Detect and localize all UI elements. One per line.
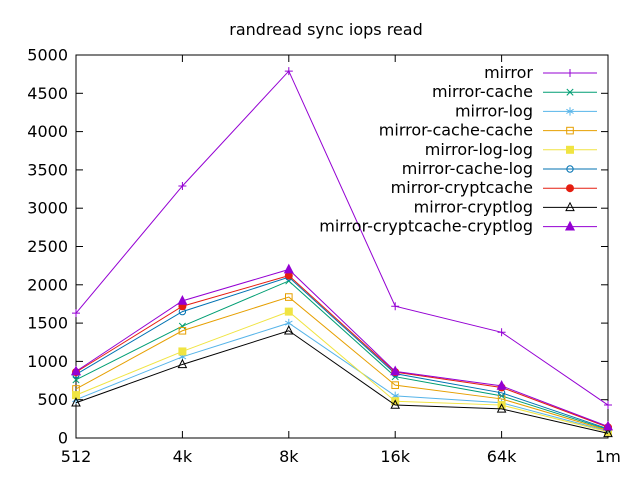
y-tick-label: 5000 (27, 46, 68, 65)
y-tick-label: 1500 (27, 314, 68, 333)
series-marker-mirror-cryptlog (390, 399, 401, 409)
y-tick-label: 4000 (27, 122, 68, 141)
legend-label-mirror-cryptlog: mirror-cryptlog (414, 197, 533, 216)
legend-label-mirror: mirror (484, 63, 533, 82)
x-tick-label: 8k (279, 447, 299, 466)
legend-marker-mirror-cryptcache (566, 184, 574, 193)
x-tick-label: 512 (61, 447, 92, 466)
series-marker-mirror (497, 328, 506, 337)
series-line-mirror-cache-log (75, 276, 609, 430)
legend-marker-mirror-log-log (566, 145, 574, 154)
series-marker-mirror-cryptcache-cryptlog (70, 365, 82, 376)
series-marker-mirror-log-log (284, 307, 293, 316)
series-marker-mirror-cryptcache-cryptlog (390, 365, 401, 376)
y-tick-label: 1000 (27, 352, 68, 371)
series-marker-mirror (178, 181, 187, 190)
legend-marker-mirror-log (566, 107, 574, 116)
series-line-mirror (75, 70, 609, 406)
series-line-mirror-cache-cache (75, 296, 609, 431)
legend-label-mirror-log: mirror-log (455, 101, 533, 120)
series-marker-mirror-cryptcache-cryptlog (602, 420, 614, 431)
legend-marker-mirror-cryptlog (565, 201, 575, 212)
series-marker-mirror (284, 67, 293, 76)
series-marker-mirror-cache-cache (178, 326, 187, 335)
series-marker-mirror-cryptlog (283, 325, 294, 335)
y-tick-label: 2500 (27, 237, 68, 256)
legend-marker-mirror-cache (566, 88, 574, 96)
series-marker-mirror-cache-cache (285, 293, 293, 301)
legend-label-mirror-cache: mirror-cache (432, 82, 533, 101)
y-tick-label: 4500 (27, 84, 68, 103)
series-marker-mirror-cryptlog (603, 427, 613, 438)
x-tick-label: 64k (487, 447, 517, 466)
series-line-mirror-log (75, 322, 609, 432)
series-marker-mirror-log-log (178, 347, 187, 356)
series-marker-mirror-cryptcache-cryptlog (177, 294, 188, 305)
legend-label-mirror-cryptcache: mirror-cryptcache (391, 178, 533, 197)
series-marker-mirror-cryptlog (496, 403, 507, 413)
y-tick-label: 500 (37, 390, 68, 409)
series-marker-mirror (391, 302, 400, 311)
series-marker-mirror-cryptlog (71, 397, 81, 407)
series-marker-mirror-cache-cache (391, 381, 399, 389)
series-marker-mirror-cache (178, 322, 186, 330)
x-tick-label: 1m (595, 447, 621, 466)
series-marker-mirror-cryptcache-cryptlog (496, 380, 507, 390)
legend-label-mirror-cache-log: mirror-cache-log (402, 159, 533, 178)
series-marker-mirror-cryptlog (177, 358, 188, 369)
y-tick-label: 2000 (27, 275, 68, 294)
y-tick-label: 0 (58, 429, 68, 448)
series-line-mirror-cryptcache-cryptlog (75, 268, 609, 427)
series-marker-mirror-cache (72, 376, 80, 384)
series-marker-mirror (604, 401, 612, 410)
legend-label-mirror-cache-cache: mirror-cache-cache (379, 121, 533, 140)
x-tick-label: 4k (173, 447, 193, 466)
series-line-mirror-cryptcache (75, 275, 609, 428)
legend-marker-mirror (566, 69, 574, 77)
y-tick-label: 3000 (27, 199, 68, 218)
series-line-mirror-cryptlog (75, 330, 609, 434)
chart-title: randread sync iops read (229, 20, 423, 39)
series-line-mirror-log-log (75, 311, 609, 433)
y-tick-label: 3500 (27, 160, 68, 179)
legend-marker-mirror-cryptcache-cryptlog (564, 220, 576, 231)
legend-marker-mirror-cache-log (566, 165, 574, 173)
series-marker-mirror (72, 309, 80, 318)
legend-label-mirror-cryptcache-cryptlog: mirror-cryptcache-cryptlog (319, 217, 533, 236)
legend-label-mirror-log-log: mirror-log-log (425, 140, 533, 159)
series-marker-mirror-cryptcache-cryptlog (283, 263, 294, 274)
series-line-mirror-cache (75, 280, 609, 431)
legend-marker-mirror-cache-cache (566, 126, 574, 135)
x-tick-label: 16k (380, 447, 410, 466)
